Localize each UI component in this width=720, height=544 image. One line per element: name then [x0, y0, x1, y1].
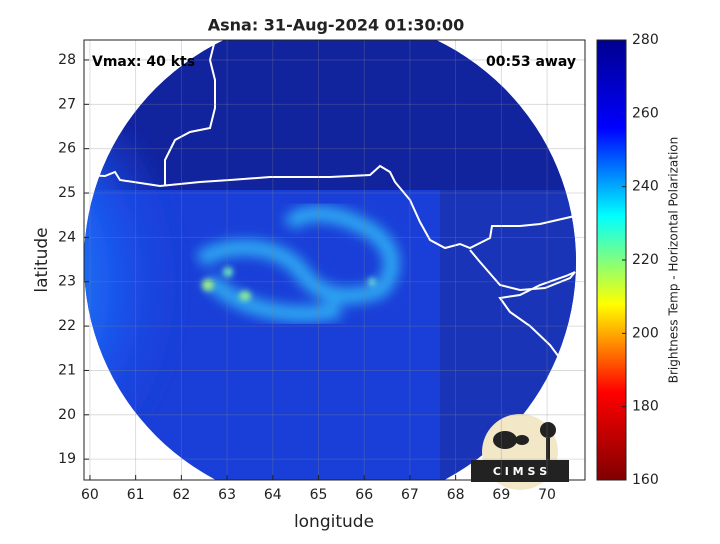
coastline	[84, 40, 585, 381]
x-axis-label: longitude	[294, 512, 374, 532]
colorbar	[596, 39, 627, 481]
logo-text: C I M S S	[493, 465, 547, 478]
colorbar-tick-label: 200	[632, 325, 659, 341]
y-tick-label: 24	[58, 229, 76, 245]
plot-frame	[83, 39, 586, 481]
y-tick-label: 26	[58, 141, 76, 157]
imagery	[84, 40, 585, 480]
x-tick-label: 69	[492, 487, 510, 503]
x-tick-label: 60	[81, 487, 99, 503]
y-tick-label: 22	[58, 318, 76, 334]
colorbar-tick-label: 220	[632, 252, 659, 268]
x-tick-label: 61	[127, 487, 145, 503]
x-tick-label: 66	[355, 487, 373, 503]
y-axis-label: latitude	[32, 227, 52, 292]
colorbar-tick-label: 260	[632, 105, 659, 121]
colorbar-tick-label: 180	[632, 399, 659, 415]
x-tick-label: 62	[172, 487, 190, 503]
y-tick-label: 20	[58, 407, 76, 423]
colorbar-tick-label: 240	[632, 179, 659, 195]
colorbar-tick-label: 280	[632, 32, 659, 48]
cimss-logo: C I M S S	[471, 414, 569, 490]
y-tick-label: 21	[58, 362, 76, 378]
y-tick-label: 28	[58, 52, 76, 68]
vmax-label: Vmax: 40 kts	[92, 54, 195, 70]
x-tick-label: 67	[401, 487, 419, 503]
x-tick-label: 64	[264, 487, 282, 503]
y-tick-label: 23	[58, 274, 76, 290]
x-tick-label: 70	[538, 487, 556, 503]
y-tick-label: 19	[58, 451, 76, 467]
colorbar-label: Brightness Temp - Horizontal Polarizatio…	[667, 137, 681, 384]
y-tick-label: 27	[58, 96, 76, 112]
x-tick-label: 65	[310, 487, 328, 503]
x-tick-label: 68	[447, 487, 465, 503]
title: Asna: 31-Aug-2024 01:30:00	[208, 16, 465, 35]
colorbar-tick-label: 160	[632, 472, 659, 488]
x-tick-label: 63	[218, 487, 236, 503]
y-tick-label: 25	[58, 185, 76, 201]
away-label: 00:53 away	[486, 54, 576, 70]
